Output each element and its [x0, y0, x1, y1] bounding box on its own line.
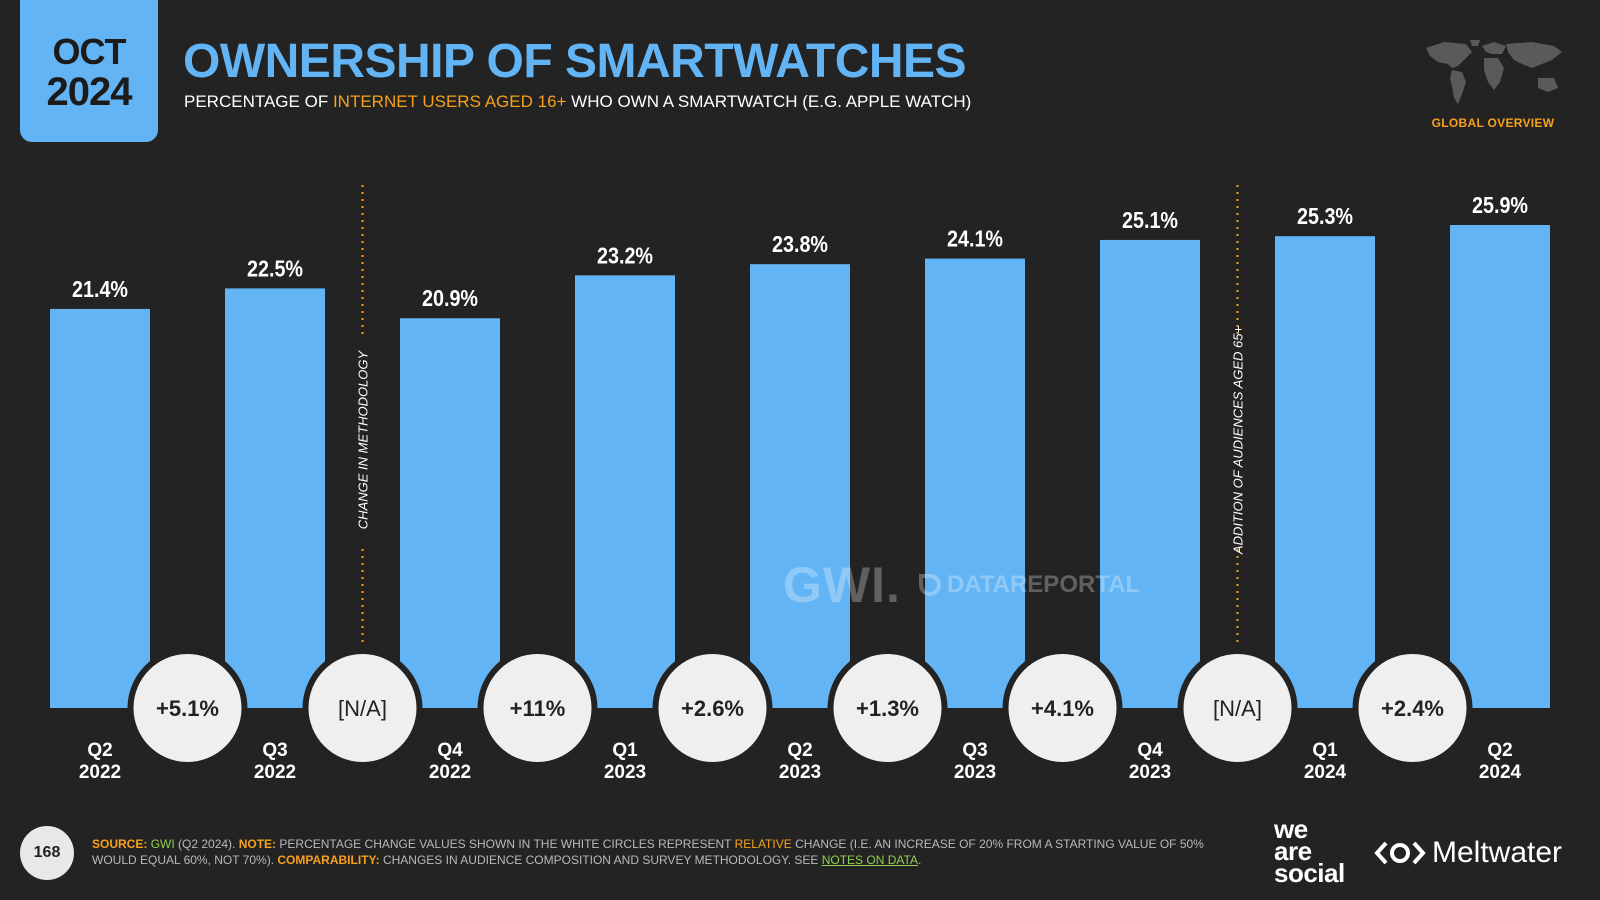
- change-circle: [483, 654, 592, 762]
- meltwater-text: Meltwater: [1432, 836, 1563, 869]
- we-are-social-social: social: [1274, 858, 1345, 888]
- x-tick-label: Q1: [612, 740, 638, 761]
- bar: [1275, 236, 1375, 708]
- bar: [925, 258, 1025, 708]
- change-circle: [658, 654, 767, 762]
- report-month: OCT: [52, 31, 127, 72]
- x-tick-label: Q3: [962, 740, 987, 761]
- source-key: SOURCE:: [92, 837, 148, 851]
- x-tick-label: Q1: [1312, 740, 1338, 761]
- comparability-key: COMPARABILITY:: [277, 853, 380, 867]
- change-label: [N/A]: [1213, 696, 1262, 721]
- datareportal-text: DATAREPORTAL: [946, 571, 1141, 598]
- bar: [1450, 225, 1550, 708]
- we-are-social-we: we: [1274, 814, 1308, 844]
- change-label: +2.6%: [681, 696, 744, 721]
- x-tick-label: Q4: [437, 740, 463, 761]
- notes-on-data-link[interactable]: NOTES ON DATA: [821, 853, 918, 867]
- report-year: 2024: [46, 70, 133, 114]
- x-tick-label: 2023: [604, 762, 646, 783]
- note-pre: PERCENTAGE CHANGE VALUES SHOWN IN THE WH…: [276, 837, 735, 851]
- x-tick-label: Q2: [1487, 740, 1512, 761]
- bar-value-label: 21.4%: [72, 276, 128, 302]
- change-label: +2.4%: [1381, 696, 1444, 721]
- bar-value-label: 24.1%: [947, 226, 1003, 252]
- x-tick-label: 2022: [429, 762, 471, 783]
- datareportal-icon: [918, 574, 941, 596]
- comparability-text: CHANGES IN AUDIENCE COMPOSITION AND SURV…: [379, 853, 822, 867]
- bar-value-label: 25.9%: [1472, 192, 1528, 218]
- source-rest: (Q2 2024).: [174, 837, 239, 851]
- x-tick-label: 2024: [1304, 762, 1347, 783]
- bar: [225, 288, 325, 708]
- bar-value-label: 23.8%: [772, 231, 828, 257]
- watermark: GWI. DATAREPORTAL: [783, 556, 1140, 614]
- x-tick-label: Q2: [787, 740, 812, 761]
- annotation-label: ADDITION OF AUDIENCES AGED 65+: [1231, 326, 1246, 556]
- gwi-logo: GWI.: [783, 557, 901, 613]
- bar: [575, 275, 675, 708]
- meltwater-logo: Meltwater: [1374, 836, 1562, 870]
- change-circle: [1183, 654, 1292, 762]
- change-circle: [833, 654, 942, 762]
- change-circle: [1008, 654, 1117, 762]
- page-subtitle: PERCENTAGE OF INTERNET USERS AGED 16+ WH…: [184, 92, 971, 112]
- x-tick-label: Q4: [1137, 740, 1163, 761]
- change-label: +4.1%: [1031, 696, 1094, 721]
- x-tick-label: 2023: [954, 762, 996, 783]
- bar-value-label: 25.3%: [1297, 203, 1353, 229]
- change-circle: [1358, 654, 1467, 762]
- page-number: 168: [20, 826, 74, 880]
- source-org: GWI: [150, 837, 175, 851]
- subtitle-post: WHO OWN A SMARTWATCH (E.G. APPLE WATCH): [566, 92, 972, 111]
- annotation-label-bg: [1225, 335, 1250, 545]
- datareportal-logo: DATAREPORTAL: [918, 571, 1141, 599]
- note-highlight: RELATIVE: [734, 837, 792, 851]
- world-map-icon: [1422, 38, 1568, 112]
- bar-value-label: 25.1%: [1122, 207, 1178, 233]
- change-label: +1.3%: [856, 696, 919, 721]
- bar-value-label: 22.5%: [247, 255, 303, 281]
- comparability-end: .: [917, 853, 922, 867]
- x-tick-label: Q3: [262, 740, 287, 761]
- change-label: [N/A]: [338, 696, 387, 721]
- note-key: NOTE:: [238, 837, 277, 851]
- bar: [50, 308, 150, 708]
- x-tick-label: 2022: [254, 762, 296, 783]
- change-label: +5.1%: [156, 696, 219, 721]
- report-date-badge: OCT 2024: [20, 0, 158, 142]
- meltwater-icon: [1374, 841, 1426, 865]
- x-tick-label: Q2: [87, 740, 112, 761]
- we-are-social-are: are: [1274, 836, 1312, 866]
- section-label: GLOBAL OVERVIEW: [1431, 116, 1555, 130]
- bar: [400, 318, 500, 708]
- subtitle-highlight: INTERNET USERS AGED 16+: [332, 92, 567, 111]
- change-label: +11%: [510, 696, 566, 721]
- subtitle-pre: PERCENTAGE OF: [184, 92, 333, 111]
- x-tick-label: 2022: [79, 762, 121, 783]
- bar-value-label: 20.9%: [422, 285, 478, 311]
- bar: [1100, 239, 1200, 708]
- page-title: OWNERSHIP OF SMARTWATCHES: [183, 35, 967, 88]
- note-post: CHANGE (I.E. AN INCREASE OF 20% FROM A S…: [92, 837, 1204, 867]
- change-circle: [133, 654, 242, 762]
- footer-notes: SOURCE: GWI (Q2 2024). NOTE: PERCENTAGE …: [92, 836, 1232, 868]
- annotation-label: CHANGE IN METHODOLOGY: [356, 349, 371, 529]
- change-circle: [308, 654, 417, 762]
- x-tick-label: 2023: [1129, 762, 1171, 783]
- bar-value-label: 23.2%: [597, 242, 653, 268]
- annotation-label-bg: [350, 335, 375, 545]
- x-tick-label: 2024: [1479, 762, 1522, 783]
- bar: [750, 264, 850, 708]
- x-tick-label: 2023: [779, 762, 821, 783]
- we-are-social-logo: we are social: [1274, 814, 1345, 888]
